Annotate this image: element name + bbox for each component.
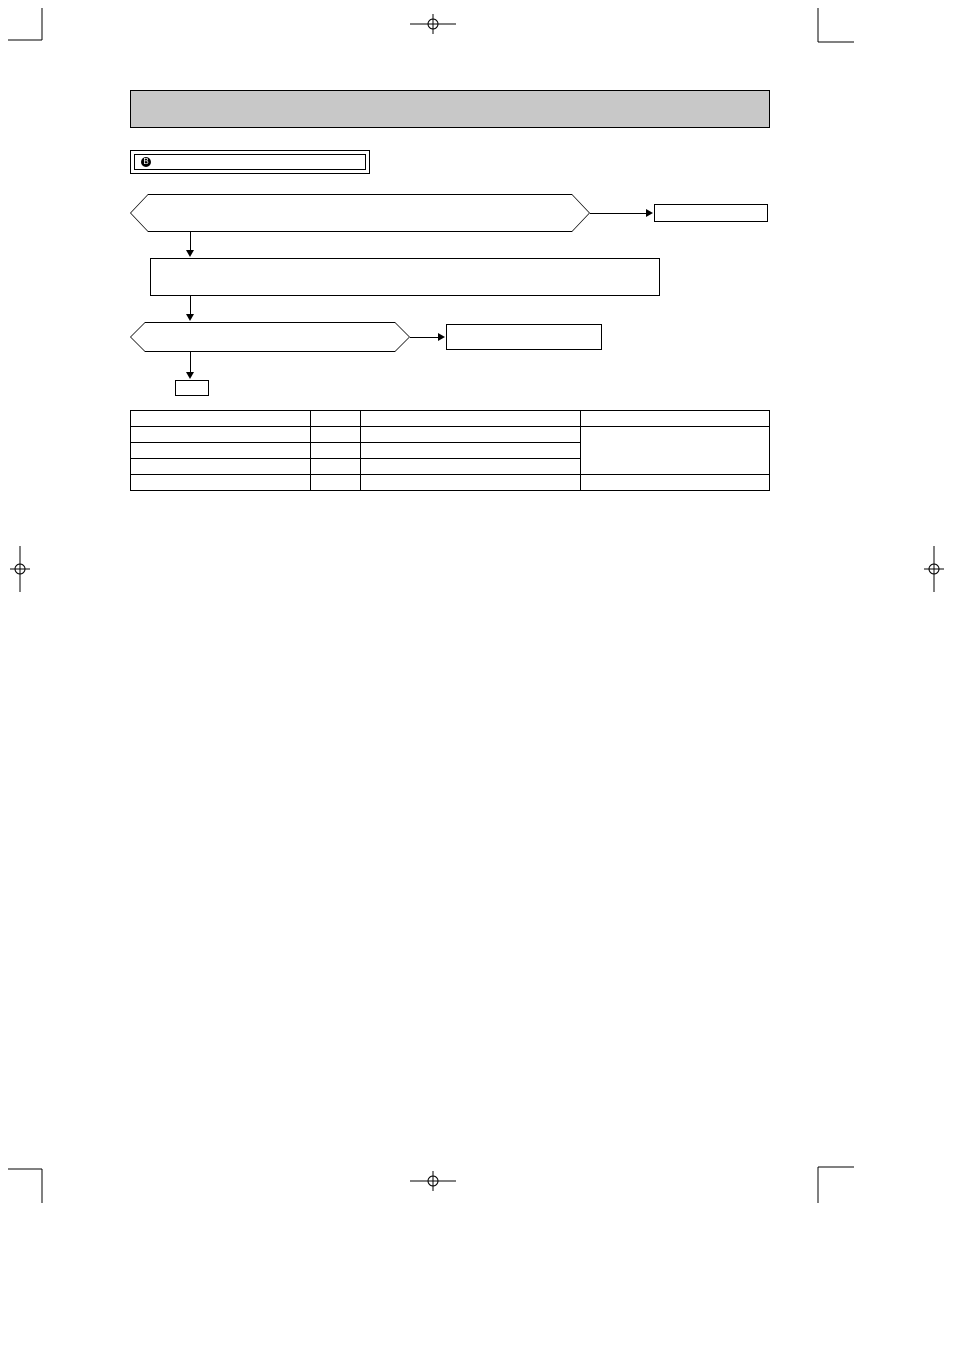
cropmark-br <box>804 1153 854 1203</box>
cropmark-ml <box>8 546 32 592</box>
td <box>361 427 581 443</box>
result-ok-box <box>654 204 768 222</box>
td <box>311 427 361 443</box>
th-4 <box>581 411 770 427</box>
td <box>311 475 361 491</box>
result-branch-box <box>446 324 602 350</box>
td <box>131 475 311 491</box>
table-row <box>131 427 770 443</box>
td <box>581 475 770 491</box>
th-3 <box>361 411 581 427</box>
table-row <box>131 475 770 491</box>
decision-2 <box>130 322 410 352</box>
cropmark-bc <box>410 1169 456 1193</box>
td <box>311 459 361 475</box>
td-merged <box>581 427 770 475</box>
th-1 <box>131 411 311 427</box>
td <box>361 443 581 459</box>
flow-start-box: B <box>130 150 370 174</box>
end-box <box>175 380 209 396</box>
process-1 <box>150 258 660 296</box>
td <box>361 475 581 491</box>
cropmark-mr <box>922 546 946 592</box>
flowchart <box>130 194 770 404</box>
cropmark-bl <box>8 1153 58 1203</box>
td <box>131 427 311 443</box>
td <box>311 443 361 459</box>
cropmark-tr <box>804 8 854 58</box>
section-header <box>130 90 770 128</box>
th-2 <box>311 411 361 427</box>
cropmark-tl <box>8 8 58 58</box>
bullet-icon: B <box>141 157 151 167</box>
decision-1 <box>130 194 590 232</box>
reference-table <box>130 410 770 491</box>
td <box>131 443 311 459</box>
cropmark-tc <box>410 12 456 36</box>
td <box>131 459 311 475</box>
page-content: B <box>130 90 770 491</box>
td <box>361 459 581 475</box>
table-header-row <box>131 411 770 427</box>
